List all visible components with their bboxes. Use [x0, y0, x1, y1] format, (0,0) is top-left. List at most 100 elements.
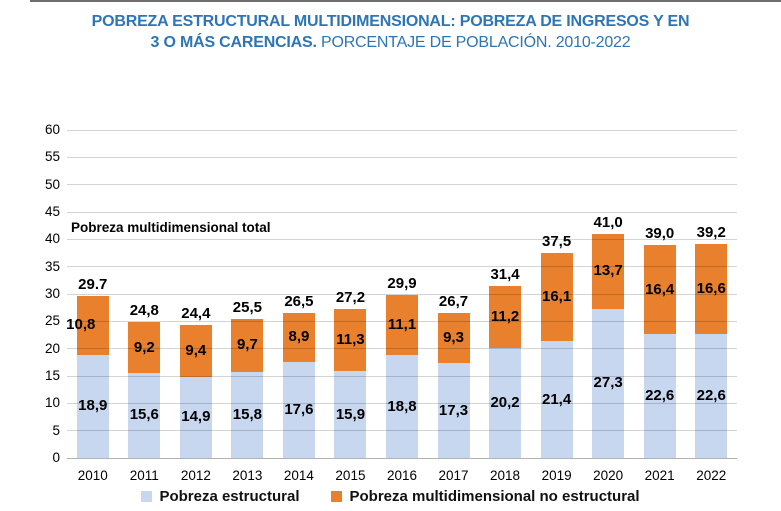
bar-segment-estructural	[643, 334, 676, 458]
gridline	[67, 348, 737, 350]
gridline	[67, 184, 737, 186]
gridline	[67, 457, 737, 459]
gridline	[67, 402, 737, 404]
bar-segment-no-estructural	[128, 322, 161, 373]
x-axis-label: 2016	[386, 468, 418, 483]
gridline	[67, 238, 737, 240]
legend-swatch-icon	[331, 491, 343, 502]
x-axis-label: 2015	[335, 468, 366, 483]
y-axis-label: 60	[44, 122, 60, 137]
y-axis-label: 15	[44, 368, 60, 383]
bar-segment-estructural	[695, 334, 728, 458]
legend-swatch-icon	[141, 491, 153, 502]
y-axis-label: 55	[44, 149, 60, 165]
data-label-estructural: 21,4	[542, 390, 572, 408]
bar-segment-estructural	[76, 354, 109, 458]
bar-segment-no-estructural	[592, 233, 625, 309]
data-label-estructural: 20,2	[490, 393, 520, 411]
x-axis-label: 2017	[438, 468, 469, 483]
gridline	[67, 156, 737, 158]
data-label-no-estructural: 10,8	[66, 316, 96, 334]
bar-segment-estructural	[386, 355, 418, 458]
y-axis-label: 25	[44, 313, 60, 329]
bar-segment-no-estructural	[282, 313, 315, 362]
total-label: 26,5	[284, 293, 314, 311]
y-axis-label: 50	[44, 176, 60, 192]
bar-segment-no-estructural	[643, 244, 676, 335]
x-axis-label: 2020	[593, 468, 624, 483]
data-label-estructural: 27,3	[593, 374, 623, 392]
y-axis-label: 5	[52, 422, 60, 438]
plot-area: Pobreza multidimensional total 18,9 10,8 2…	[66, 129, 737, 483]
gridline	[67, 211, 737, 213]
data-label-estructural: 22,6	[696, 387, 726, 405]
gridline	[67, 430, 737, 432]
x-axis-label: 2014	[283, 468, 314, 483]
data-label-estructural: 15,9	[335, 405, 366, 423]
total-label: 41,0	[593, 213, 623, 231]
legend-item: Pobreza estructural	[141, 488, 299, 505]
data-label-no-estructural: 9,4	[185, 341, 207, 359]
x-axis-label: 2022	[696, 468, 727, 483]
bar-segment-no-estructural	[386, 294, 418, 356]
chart-title: POBREZA ESTRUCTURAL MULTIDIMENSIONAL: PO…	[30, 11, 751, 53]
y-axis-label: 30	[44, 286, 60, 301]
chart-title-subtitle: PORCENTAJE DE POBLACIÓN. 2010-2022	[320, 34, 631, 51]
total-label: 37,5	[542, 233, 572, 250]
bar-segment-estructural	[334, 371, 367, 458]
data-label-no-estructural: 16,6	[696, 280, 726, 298]
gridline	[67, 320, 737, 322]
total-label: 31,4	[490, 266, 520, 284]
data-label-no-estructural: 16,1	[542, 288, 572, 305]
data-label-estructural: 17,6	[284, 400, 314, 418]
total-label: 26,7	[438, 292, 469, 310]
x-axis-label: 2019	[541, 468, 572, 483]
data-label-estructural: 18,9	[78, 397, 108, 415]
bar-segment-no-estructural	[540, 253, 573, 341]
gridline	[67, 266, 737, 268]
bar-segment-no-estructural	[179, 325, 212, 377]
bar-segment-no-estructural	[76, 295, 109, 355]
bar-segment-estructural	[128, 372, 161, 458]
x-axis-label: 2013	[232, 468, 263, 483]
bar-segment-estructural	[282, 361, 315, 458]
bar-segment-no-estructural	[231, 318, 264, 372]
data-label-no-estructural: 9,7	[236, 336, 258, 354]
data-label-estructural: 15,6	[129, 406, 159, 424]
data-label-no-estructural: 11,1	[387, 315, 417, 333]
y-axis-label: 20	[44, 340, 60, 356]
y-axis-label: 0	[52, 450, 60, 465]
data-label-no-estructural: 11,2	[490, 307, 520, 325]
bar-segment-estructural	[179, 376, 212, 458]
data-label-estructural: 17,3	[438, 401, 469, 419]
total-label: 25,5	[232, 298, 262, 316]
total-label: 29,9	[387, 274, 417, 292]
total-label: 24,4	[181, 305, 211, 323]
chart-title-line2-bold: 3 O MÁS CARENCIAS.	[150, 34, 317, 51]
data-label-no-estructural: 11,3	[336, 331, 365, 349]
data-label-estructural: 22,6	[645, 387, 675, 405]
bar-segment-no-estructural	[334, 309, 367, 372]
bar-segment-estructural	[437, 363, 470, 458]
total-label: 24,8	[129, 302, 159, 320]
legend-label: Pobreza multidimensional no estructural	[349, 488, 640, 505]
data-label-estructural: 14,9	[181, 408, 211, 426]
bar-segment-no-estructural	[695, 243, 728, 335]
bar-segment-estructural	[540, 341, 573, 458]
total-label: 39,2	[696, 223, 726, 241]
bar-segment-estructural	[231, 371, 264, 458]
y-axis-label: 45	[44, 204, 60, 219]
data-label-no-estructural: 8,9	[288, 328, 310, 346]
data-label-no-estructural: 13,7	[593, 262, 623, 280]
total-label: 27,2	[335, 289, 366, 307]
legend-item: Pobreza multidimensional no estructural	[331, 488, 640, 505]
x-axis-label: 2018	[490, 468, 521, 483]
y-axis-label: 35	[44, 258, 60, 274]
data-label-no-estructural: 9,2	[133, 338, 155, 356]
data-label-no-estructural: 16,4	[645, 280, 675, 298]
bar-segment-no-estructural	[437, 312, 470, 364]
bar-segment-estructural	[489, 347, 522, 458]
x-axis-label: 2021	[644, 468, 675, 483]
bar-segment-estructural	[592, 308, 625, 458]
